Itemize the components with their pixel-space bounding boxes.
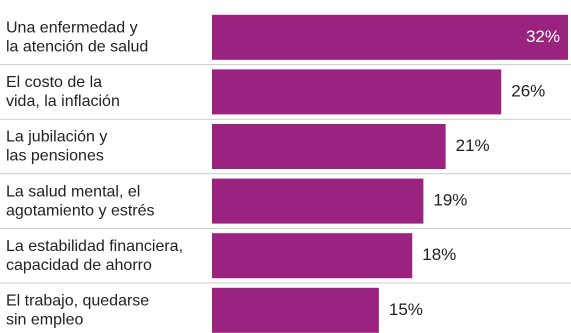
category-label: La jubilación y bbox=[6, 129, 107, 146]
value-label: 32% bbox=[526, 27, 560, 46]
category-label: capacidad de ahorro bbox=[6, 257, 152, 274]
category-label: agotamiento y estrés bbox=[6, 202, 155, 219]
category-label: La estabilidad financiera, bbox=[6, 238, 183, 255]
category-label: las pensiones bbox=[6, 148, 104, 165]
category-label: El costo de la bbox=[6, 74, 102, 91]
category-label: Una enfermedad y bbox=[6, 20, 138, 37]
category-label: la atención de salud bbox=[6, 39, 148, 56]
bar bbox=[212, 14, 568, 60]
value-label: 21% bbox=[456, 136, 490, 155]
bar bbox=[212, 124, 446, 169]
bar bbox=[212, 178, 424, 224]
category-label: vida, la inflación bbox=[6, 93, 120, 110]
value-label: 18% bbox=[422, 245, 456, 264]
bar bbox=[212, 233, 413, 279]
value-label: 26% bbox=[511, 81, 545, 100]
value-label: 19% bbox=[433, 191, 467, 210]
value-label: 15% bbox=[389, 300, 423, 319]
category-label: El trabajo, quedarse bbox=[6, 293, 149, 310]
bar bbox=[212, 287, 379, 333]
category-label: La salud mental, el bbox=[6, 183, 140, 200]
category-label: sin empleo bbox=[6, 312, 83, 329]
bar bbox=[212, 69, 502, 115]
